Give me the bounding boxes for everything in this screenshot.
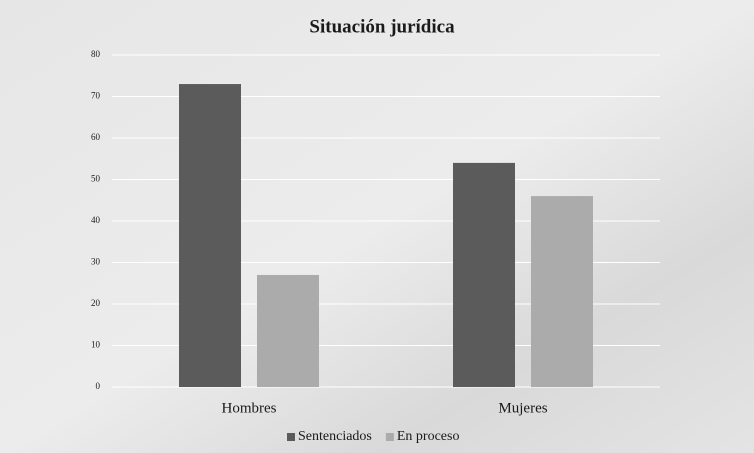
legend-swatch	[287, 433, 295, 441]
y-tick-label: 10	[91, 340, 101, 350]
y-tick-label: 70	[91, 91, 101, 101]
x-tick-label: Hombres	[222, 400, 277, 416]
legend-label: Sentenciados	[298, 429, 372, 444]
bar	[257, 274, 319, 387]
chart-title: Situación jurídica	[309, 16, 455, 37]
bar	[531, 196, 593, 387]
y-tick-label: 20	[91, 298, 101, 308]
y-tick-label: 0	[96, 381, 101, 391]
y-tick-label: 80	[91, 49, 101, 59]
y-tick-label: 40	[91, 215, 101, 225]
y-tick-label: 60	[91, 132, 101, 142]
legend-swatch	[385, 433, 394, 441]
y-tick-label: 50	[91, 174, 101, 184]
legend-label: En proceso	[397, 429, 460, 444]
bar	[453, 162, 515, 387]
bar	[179, 84, 241, 388]
y-tick-label: 30	[91, 257, 101, 267]
x-tick-label: Mujeres	[498, 400, 547, 416]
